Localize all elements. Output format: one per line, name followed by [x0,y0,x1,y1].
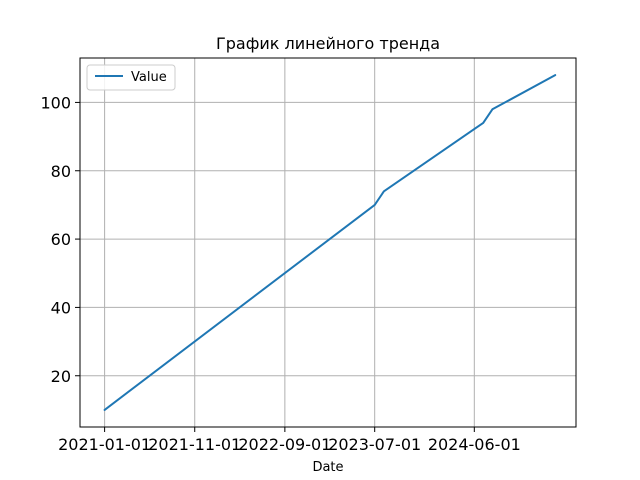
y-tick-label: 40 [51,298,71,317]
y-tick-label: 20 [51,367,71,386]
x-tick-label: 2024-06-01 [428,435,521,454]
plot-area-frame [79,57,577,428]
x-axis-label: Date [312,460,343,475]
y-tick-label: 60 [51,230,71,249]
x-tick-label: 2021-11-01 [148,435,241,454]
x-tick-label: 2021-01-01 [58,435,151,454]
x-tick-label: 2022-09-01 [238,435,331,454]
chart-title: График линейного тренда [216,34,440,53]
legend-box [86,64,176,91]
legend: Value [86,64,176,91]
x-tick-label: 2023-07-01 [328,435,421,454]
y-tick-label: 80 [51,162,71,181]
legend-label: Value [131,70,167,85]
series-line-value [103,74,557,411]
y-tick-label: 100 [40,93,71,112]
grid [80,58,576,427]
y-axis: 20 40 60 80 100 [40,93,80,386]
x-axis: 2021-01-012021-11-012022-09-012023-07-01… [58,427,521,454]
